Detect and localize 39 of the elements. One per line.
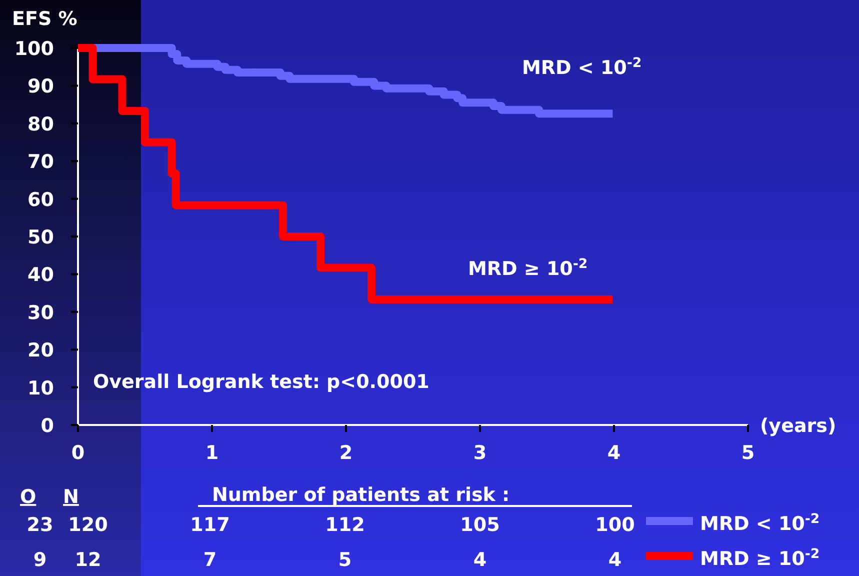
y-tick-label: 80 [28, 113, 54, 136]
text: 105 [460, 514, 500, 536]
text: 117 [190, 514, 230, 536]
y-tick-label: 70 [28, 151, 54, 174]
x-tick-label: 0 [71, 442, 85, 464]
y-tick-label: 60 [28, 188, 54, 211]
x-tick-label: 5 [741, 442, 755, 464]
legend-label: MRD ≥ 10$^{-2}$ [700, 546, 820, 570]
text: 7 [203, 549, 217, 571]
y-tick-label: 0 [40, 415, 54, 437]
text: 12 [74, 549, 102, 571]
x-axis-title: (years) [760, 415, 836, 437]
text: MRD ≥ 10$^{-2}$ [468, 256, 588, 280]
text: 9 [33, 549, 47, 571]
text: 4 [608, 549, 622, 571]
text: MRD < 10$^{-2}$ [522, 56, 642, 79]
legend-label: MRD < 10$^{-2}$ [700, 512, 820, 535]
text: N [63, 486, 79, 508]
y-tick-label: 20 [28, 340, 54, 362]
text: 100 [595, 514, 635, 536]
x-tick-label: 1 [205, 442, 219, 464]
x-tick-label: 2 [339, 442, 353, 464]
text: 5 [338, 549, 352, 571]
text: Number of patients at risk : [212, 484, 510, 506]
y-tick-label: 30 [28, 302, 54, 324]
x-tick-label: 4 [607, 442, 621, 464]
text: 120 [68, 514, 108, 536]
x-tick-label: 3 [473, 442, 487, 464]
y-tick-label: 40 [28, 264, 54, 286]
text: 23 [26, 514, 54, 536]
y-tick-label: 90 [28, 76, 54, 98]
y-tick-label: 50 [28, 226, 54, 248]
text: O [20, 486, 36, 508]
y-axis-title: EFS % [12, 8, 78, 30]
text: 4 [473, 549, 487, 571]
y-tick-label: 10 [28, 377, 54, 400]
text: 112 [325, 514, 365, 536]
y-tick-label: 100 [14, 38, 54, 60]
annotation: Overall Logrank test: p<0.0001 [93, 371, 430, 393]
